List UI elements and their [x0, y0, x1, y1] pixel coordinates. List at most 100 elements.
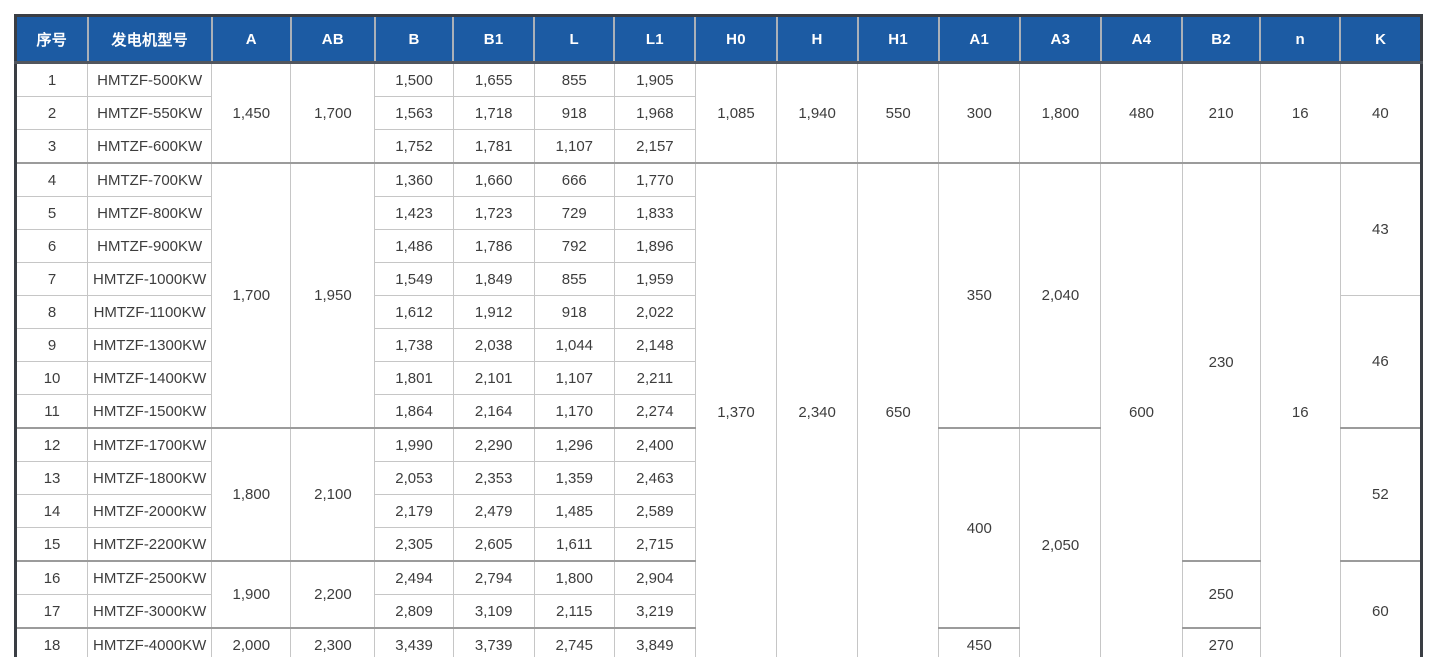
cell-H1-row-4: 650	[857, 162, 940, 657]
cell-L1-row-11: 2,274	[613, 394, 696, 429]
cell-model-row-1: HMTZF-500KW	[87, 62, 213, 97]
cell-B1-row-12: 2,290	[452, 427, 535, 462]
cell-B1-row-10: 2,101	[452, 361, 535, 395]
cell-L-row-7: 855	[533, 262, 615, 296]
cell-model-row-14: HMTZF-2000KW	[87, 494, 213, 528]
cell-L-row-18: 2,745	[533, 627, 615, 657]
cell-A3-row-4: 2,040	[1019, 162, 1102, 429]
cell-B1-row-3: 1,781	[452, 129, 535, 164]
cell-B1-row-17: 3,109	[452, 594, 535, 629]
table-row-13: 13 HMTZF-1800KW 2,053 2,353 1,359 2,463	[14, 461, 1422, 495]
table-row-6: 6 HMTZF-900KW 1,486 1,786 792 1,896	[14, 229, 1422, 263]
table-body: 1 HMTZF-500KW 1,450 1,700 1,500 1,655 855 1,905…	[14, 62, 1423, 657]
cell-no-row-12: 12	[14, 427, 89, 462]
cell-model-row-5: HMTZF-800KW	[87, 196, 213, 230]
cell-L-row-17: 2,115	[533, 594, 615, 629]
cell-model-row-15: HMTZF-2200KW	[87, 527, 213, 562]
cell-AB-row-1: 1,700	[290, 62, 376, 164]
cell-B-row-17: 2,809	[374, 594, 454, 629]
cell-L-row-8: 918	[533, 295, 615, 329]
cell-B-row-8: 1,612	[374, 295, 454, 329]
cell-B-row-15: 2,305	[374, 527, 454, 562]
cell-n-row-4: 16	[1259, 162, 1341, 657]
cell-L-row-2: 918	[533, 96, 615, 130]
column-header-model: 发电机型号	[86, 15, 213, 64]
cell-B1-row-18: 3,739	[452, 627, 535, 657]
cell-B1-row-9: 2,038	[452, 328, 535, 362]
cell-AB-row-16: 2,200	[290, 560, 376, 629]
cell-B-row-2: 1,563	[374, 96, 454, 130]
cell-no-row-17: 17	[14, 594, 89, 629]
table-row-8: 8 HMTZF-1100KW 1,612 1,912 918 2,022 46	[14, 295, 1423, 429]
column-header-no: 序号	[14, 15, 89, 64]
cell-A1-row-12: 400	[938, 427, 1021, 629]
cell-B1-row-6: 1,786	[452, 229, 535, 263]
cell-no-row-16: 16	[14, 560, 89, 595]
cell-A-row-4: 1,700	[211, 162, 292, 429]
cell-L1-row-12: 2,400	[613, 427, 696, 462]
cell-B1-row-13: 2,353	[452, 461, 535, 495]
cell-A3-row-1: 1,800	[1019, 62, 1102, 164]
cell-n-row-1: 16	[1259, 62, 1341, 164]
cell-A-row-18: 2,000	[211, 627, 292, 657]
cell-L1-row-18: 3,849	[613, 627, 696, 657]
cell-L-row-4: 666	[533, 162, 615, 197]
table-row-18: 18 HMTZF-4000KW 2,000 2,300 3,439 3,739 2,745 3…	[14, 627, 1422, 657]
cell-B1-row-4: 1,660	[452, 162, 535, 197]
cell-B1-row-7: 1,849	[452, 262, 535, 296]
column-header-n: n	[1259, 15, 1342, 64]
cell-no-row-18: 18	[14, 627, 89, 657]
column-header-B2: B2	[1181, 15, 1262, 64]
cell-B-row-18: 3,439	[374, 627, 454, 657]
header-row: 序号 发电机型号 A AB B B1 L L1 H0 H H1 A1 A3 A4 B2 n K	[14, 15, 1423, 64]
cell-B-row-3: 1,752	[374, 129, 454, 164]
cell-L-row-14: 1,485	[533, 494, 615, 528]
cell-L1-row-3: 2,157	[613, 129, 696, 164]
column-header-A1: A1	[937, 15, 1021, 64]
cell-B1-row-14: 2,479	[452, 494, 535, 528]
column-header-A3: A3	[1018, 15, 1102, 64]
cell-H1-row-1: 550	[857, 62, 940, 164]
cell-B-row-9: 1,738	[374, 328, 454, 362]
cell-no-row-9: 9	[14, 328, 89, 362]
cell-no-row-3: 3	[14, 129, 89, 164]
cell-L1-row-16: 2,904	[613, 560, 696, 595]
cell-model-row-11: HMTZF-1500KW	[87, 394, 213, 429]
cell-B-row-1: 1,500	[374, 62, 454, 97]
cell-K-row-4: 43	[1339, 162, 1423, 296]
cell-B-row-11: 1,864	[374, 394, 454, 429]
cell-no-row-5: 5	[14, 196, 89, 230]
cell-K-row-8: 46	[1339, 295, 1423, 429]
cell-model-row-2: HMTZF-550KW	[87, 96, 213, 130]
cell-L1-row-10: 2,211	[613, 361, 696, 395]
table-row-10: 10 HMTZF-1400KW 1,801 2,101 1,107 2,211	[14, 361, 1422, 395]
table-row-1: 1 HMTZF-500KW 1,450 1,700 1,500 1,655 855 1,905…	[14, 62, 1423, 164]
cell-no-row-2: 2	[14, 96, 89, 130]
column-header-K: K	[1339, 15, 1423, 64]
cell-L1-row-5: 1,833	[613, 196, 696, 230]
table-row-5: 5 HMTZF-800KW 1,423 1,723 729 1,833	[14, 196, 1422, 230]
cell-A4-row-4: 600	[1100, 162, 1183, 657]
column-header-A4: A4	[1099, 15, 1184, 64]
cell-L-row-15: 1,611	[533, 527, 615, 562]
cell-H0-row-4: 1,370	[694, 162, 778, 657]
cell-B1-row-16: 2,794	[452, 560, 535, 595]
table-row-16: 16 HMTZF-2500KW 1,900 2,200 2,494 2,794 1,800 2…	[14, 560, 1423, 657]
cell-A-row-12: 1,800	[211, 427, 292, 562]
cell-L1-row-17: 3,219	[613, 594, 696, 629]
cell-B2-row-4: 230	[1181, 162, 1261, 562]
cell-no-row-15: 15	[14, 527, 89, 562]
cell-B-row-4: 1,360	[374, 162, 454, 197]
cell-model-row-3: HMTZF-600KW	[87, 129, 213, 164]
cell-B1-row-11: 2,164	[452, 394, 535, 429]
column-header-L: L	[533, 15, 616, 64]
cell-model-row-13: HMTZF-1800KW	[87, 461, 213, 495]
cell-B2-row-1: 210	[1181, 62, 1261, 164]
cell-A1-row-18: 450	[938, 627, 1021, 657]
cell-L1-row-6: 1,896	[613, 229, 696, 263]
cell-L1-row-14: 2,589	[613, 494, 696, 528]
cell-L-row-11: 1,170	[533, 394, 615, 429]
cell-L-row-13: 1,359	[533, 461, 615, 495]
cell-L1-row-9: 2,148	[613, 328, 696, 362]
cell-A1-row-4: 350	[938, 162, 1021, 429]
